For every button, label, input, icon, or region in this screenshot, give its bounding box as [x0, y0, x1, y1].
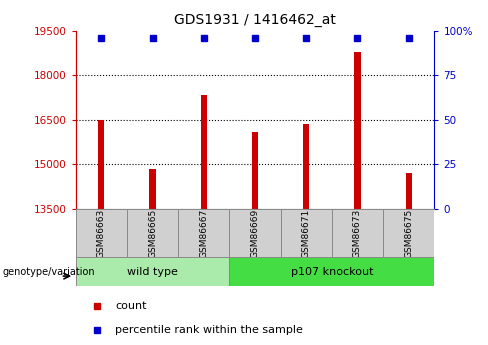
Text: count: count: [115, 302, 146, 312]
Bar: [98, 120, 104, 209]
Text: percentile rank within the sample: percentile rank within the sample: [115, 325, 303, 335]
Text: GSM86665: GSM86665: [148, 208, 157, 257]
Text: GSM86675: GSM86675: [404, 208, 413, 257]
Bar: [127, 209, 178, 257]
Bar: [383, 209, 434, 257]
Text: GSM86667: GSM86667: [199, 208, 208, 257]
Bar: [229, 257, 434, 286]
Text: genotype/variation: genotype/variation: [2, 267, 95, 277]
Bar: [252, 132, 258, 209]
Bar: [406, 173, 412, 209]
Text: GSM86673: GSM86673: [353, 208, 362, 257]
Text: wild type: wild type: [127, 267, 178, 277]
Text: GSM86671: GSM86671: [302, 208, 311, 257]
Bar: [178, 209, 229, 257]
Title: GDS1931 / 1416462_at: GDS1931 / 1416462_at: [174, 13, 336, 27]
Bar: [76, 257, 229, 286]
Bar: [303, 124, 309, 209]
Bar: [281, 209, 332, 257]
Bar: [201, 95, 207, 209]
Bar: [76, 209, 127, 257]
Bar: [229, 209, 281, 257]
Bar: [332, 209, 383, 257]
Text: GSM86669: GSM86669: [250, 208, 260, 257]
Bar: [354, 52, 361, 209]
Text: GSM86663: GSM86663: [97, 208, 106, 257]
Bar: [149, 169, 156, 209]
Text: p107 knockout: p107 knockout: [290, 267, 373, 277]
